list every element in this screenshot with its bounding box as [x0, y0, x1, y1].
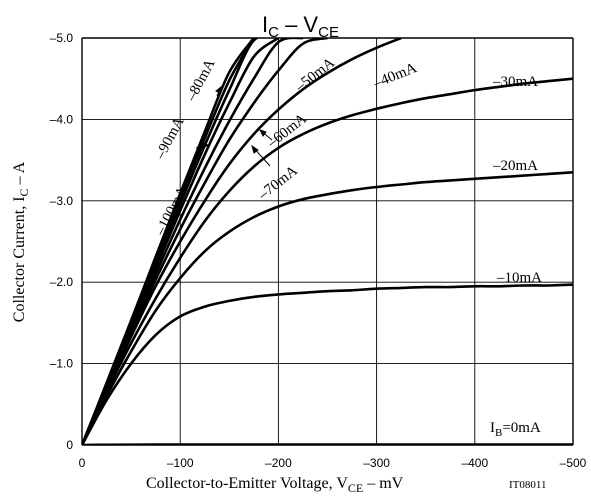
- y-axis-label: Collector Current, IC – A: [11, 161, 31, 322]
- x-tick-labels: 0 –100 –200 –300 –400 –500: [79, 456, 587, 470]
- y-tick-label: –2.0: [50, 275, 74, 289]
- x-tick-label: –400: [461, 456, 488, 470]
- arrowhead-80ma: [215, 85, 222, 94]
- y-tick-label: –5.0: [50, 31, 74, 45]
- x-tick-label: –300: [363, 456, 390, 470]
- curve: [82, 283, 573, 445]
- curve: [82, 171, 573, 445]
- base-current-zero-label: IB=0mA: [490, 420, 541, 439]
- arrowhead-70ma: [251, 144, 259, 154]
- curve: [82, 77, 573, 445]
- chart-title: IC – VCE: [262, 12, 339, 41]
- x-tick-label: –200: [265, 456, 292, 470]
- y-tick-label: –4.0: [50, 112, 74, 126]
- curve-label: –30mA: [492, 74, 538, 90]
- grid: [81, 37, 574, 446]
- arrowhead-60ma: [259, 129, 267, 137]
- x-axis-label: Collector-to-Emitter Voltage, VCE – mV: [146, 475, 404, 495]
- y-tick-label: –1.0: [50, 357, 74, 371]
- y-tick-labels: 0 –1.0 –2.0 –3.0 –4.0 –5.0: [50, 31, 74, 452]
- curve-label: –70mA: [255, 163, 301, 204]
- curve-label: –80mA: [183, 56, 219, 104]
- x-tick-label: 0: [79, 456, 86, 470]
- label-arrows: [195, 85, 273, 167]
- curve: [82, 38, 255, 445]
- arrowhead-90ma: [201, 142, 210, 149]
- y-tick-label: –3.0: [50, 194, 74, 208]
- curve-label: –10mA: [496, 270, 542, 286]
- x-tick-label: –500: [560, 456, 587, 470]
- y-tick-label: 0: [66, 438, 73, 452]
- curve-label: –90mA: [152, 114, 188, 162]
- x-tick-label: –100: [167, 456, 194, 470]
- curves: [82, 38, 573, 445]
- curve-label: –50mA: [292, 55, 338, 96]
- curve-label: –20mA: [492, 158, 538, 174]
- figure-code: IT08011: [509, 479, 546, 491]
- curve-label: –40mA: [371, 60, 420, 92]
- curve: [82, 38, 402, 445]
